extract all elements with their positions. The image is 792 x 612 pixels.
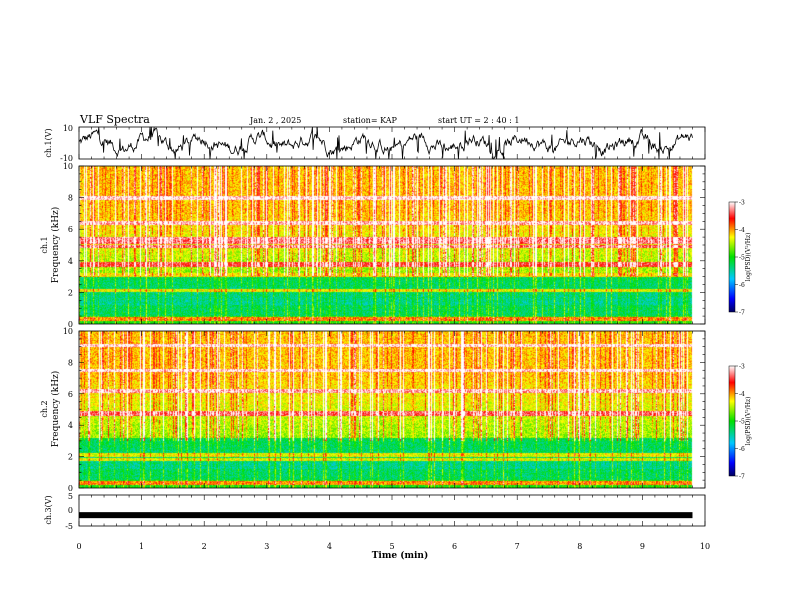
colorbar-tick-label: -6 xyxy=(739,446,745,453)
frequency-tick-label: 10 xyxy=(63,327,73,336)
ch3-voltage-ylabel: ch.3(V) xyxy=(44,495,53,524)
time-tick-label: 2 xyxy=(202,542,207,551)
time-tick-label: 9 xyxy=(640,542,645,551)
ch1-voltage-trace xyxy=(78,126,693,160)
colorbar-tick-label: -4 xyxy=(739,227,745,234)
ch1-colorbar-label: log(PSD)(V²/Hz) xyxy=(745,233,752,282)
figure-title: VLF Spectra xyxy=(79,113,150,126)
colorbar-tick-label: -5 xyxy=(739,255,745,262)
ch2-colorbar xyxy=(728,365,736,477)
frequency-tick-label: 2 xyxy=(68,453,73,462)
frequency-tick-label: 8 xyxy=(68,358,73,367)
colorbar-tick-label: -3 xyxy=(739,200,745,207)
ch2-spectrogram-ylabel: Frequency (kHz) xyxy=(50,371,61,448)
time-tick-label: 5 xyxy=(389,542,394,551)
frequency-tick-label: 4 xyxy=(68,421,73,430)
ch1-voltage-ylabel: ch.1(V) xyxy=(44,128,53,157)
frequency-tick-label: 8 xyxy=(68,194,73,203)
colorbar-tick-label: -4 xyxy=(739,391,745,398)
colorbar-tick-label: -7 xyxy=(739,474,745,481)
colorbar-tick-label: -5 xyxy=(739,419,745,426)
time-tick-label: 0 xyxy=(76,542,81,551)
ch1-voltage-ytick-bottom: -10 xyxy=(60,154,73,163)
colorbar-tick-label: -3 xyxy=(739,364,745,371)
time-tick-label: 7 xyxy=(515,542,520,551)
time-tick-label: 3 xyxy=(264,542,269,551)
time-axis-label: Time (min) xyxy=(372,550,429,561)
time-tick-label: 1 xyxy=(139,542,144,551)
ch1-spectrogram-ylabel: Frequency (kHz) xyxy=(50,207,61,284)
station-label: station= KAP xyxy=(343,116,398,125)
colorbar-tick-label: -6 xyxy=(739,282,745,289)
frequency-tick-label: 6 xyxy=(68,390,73,399)
ch1-colorbar xyxy=(728,201,736,313)
date-label: Jan. 2 , 2025 xyxy=(249,116,301,125)
ch1-spectrogram-image xyxy=(79,166,705,324)
time-tick-label: 10 xyxy=(700,542,710,551)
ch3-voltage-ytick-top: 5 xyxy=(68,492,73,501)
ch1-spectrogram-ylabel-top: ch.1 xyxy=(40,236,49,253)
colorbar-tick-label: -7 xyxy=(739,310,745,317)
time-tick-label: 8 xyxy=(577,542,582,551)
ch3-voltage-ytick-mid: 0 xyxy=(68,506,73,515)
frequency-tick-label: 2 xyxy=(68,288,73,297)
ch1-voltage-ytick-top: 10 xyxy=(63,124,73,133)
ch1-voltage-panel: 10 -10 ch.1(V) xyxy=(44,124,706,163)
ch2-spectrogram-image xyxy=(79,331,705,488)
time-tick-label: 4 xyxy=(327,542,332,551)
frequency-tick-label: 0 xyxy=(68,320,73,329)
ch2-colorbar-label: log(PSD)(V²/Hz) xyxy=(745,397,752,446)
frequency-tick-label: 0 xyxy=(68,484,73,493)
ch2-spectrogram-ylabel-top: ch.2 xyxy=(40,400,49,417)
frequency-tick-label: 10 xyxy=(63,162,73,171)
frequency-tick-label: 4 xyxy=(68,257,73,266)
frequency-tick-label: 6 xyxy=(68,225,73,234)
ch3-voltage-ytick-bottom: -5 xyxy=(65,522,73,531)
time-tick-label: 6 xyxy=(452,542,457,551)
ch3-voltage-trace xyxy=(79,512,693,519)
start-time-label: start UT = 2 : 40 : 1 xyxy=(438,116,519,125)
ch3-voltage-panel: 5 0 -5 ch.3(V) xyxy=(44,492,706,531)
